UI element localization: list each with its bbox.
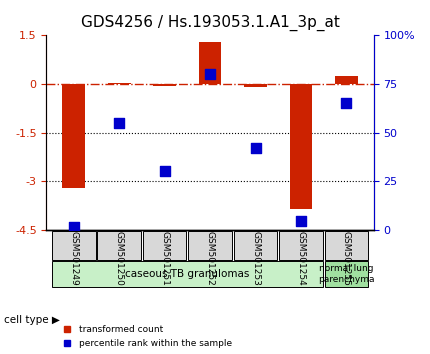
FancyBboxPatch shape	[325, 230, 368, 260]
FancyBboxPatch shape	[279, 230, 323, 260]
Point	[252, 145, 259, 151]
FancyBboxPatch shape	[233, 230, 277, 260]
FancyBboxPatch shape	[325, 261, 368, 286]
Point	[70, 224, 77, 230]
Bar	[244, 84, 267, 87]
Bar	[289, 84, 312, 209]
Point	[161, 169, 168, 174]
Text: normal lung
parenchyma: normal lung parenchyma	[318, 264, 375, 284]
Text: GSM501253: GSM501253	[251, 230, 260, 285]
Bar	[335, 76, 358, 84]
FancyBboxPatch shape	[97, 230, 141, 260]
Bar	[62, 84, 85, 188]
Point	[207, 72, 214, 77]
Bar	[199, 42, 221, 84]
FancyBboxPatch shape	[52, 230, 95, 260]
Text: GSM501251: GSM501251	[160, 230, 169, 285]
Text: GSM501254: GSM501254	[296, 230, 305, 285]
Point	[116, 120, 123, 126]
FancyBboxPatch shape	[188, 230, 232, 260]
Text: GSM501250: GSM501250	[115, 230, 124, 285]
Text: GSM501249: GSM501249	[69, 230, 78, 285]
Point	[343, 101, 350, 106]
Text: GSM501255: GSM501255	[342, 230, 351, 285]
Point	[298, 218, 304, 224]
Legend: transformed count, percentile rank within the sample: transformed count, percentile rank withi…	[56, 323, 233, 349]
Text: cell type ▶: cell type ▶	[4, 315, 60, 325]
FancyBboxPatch shape	[143, 230, 187, 260]
Bar	[153, 84, 176, 86]
Bar	[108, 83, 131, 84]
Text: caseous TB granulomas: caseous TB granulomas	[125, 269, 249, 279]
Text: GSM501252: GSM501252	[206, 230, 215, 285]
Title: GDS4256 / Hs.193053.1.A1_3p_at: GDS4256 / Hs.193053.1.A1_3p_at	[80, 15, 340, 31]
FancyBboxPatch shape	[52, 261, 323, 286]
